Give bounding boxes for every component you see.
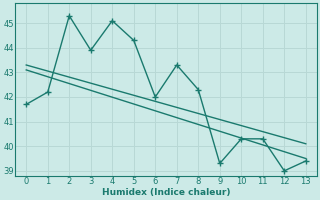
X-axis label: Humidex (Indice chaleur): Humidex (Indice chaleur)	[102, 188, 230, 197]
